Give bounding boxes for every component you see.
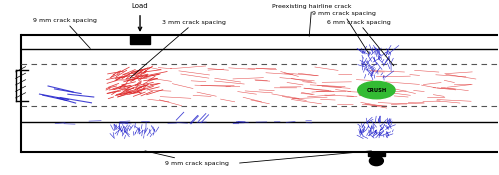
Text: Preexisting hairline crack: Preexisting hairline crack bbox=[272, 4, 351, 36]
Ellipse shape bbox=[358, 81, 395, 99]
Text: 9 mm crack spacing: 9 mm crack spacing bbox=[312, 11, 376, 54]
Text: Load: Load bbox=[132, 2, 148, 9]
Text: 9 mm crack spacing: 9 mm crack spacing bbox=[33, 18, 97, 48]
Bar bbox=[368, 152, 385, 156]
Ellipse shape bbox=[369, 156, 383, 166]
Text: 9 mm crack spacing: 9 mm crack spacing bbox=[145, 151, 229, 166]
Text: CRUSH: CRUSH bbox=[366, 88, 387, 93]
Text: 6 mm crack spacing: 6 mm crack spacing bbox=[327, 20, 394, 66]
Text: 3 mm crack spacing: 3 mm crack spacing bbox=[130, 20, 226, 78]
Bar bbox=[130, 35, 150, 44]
